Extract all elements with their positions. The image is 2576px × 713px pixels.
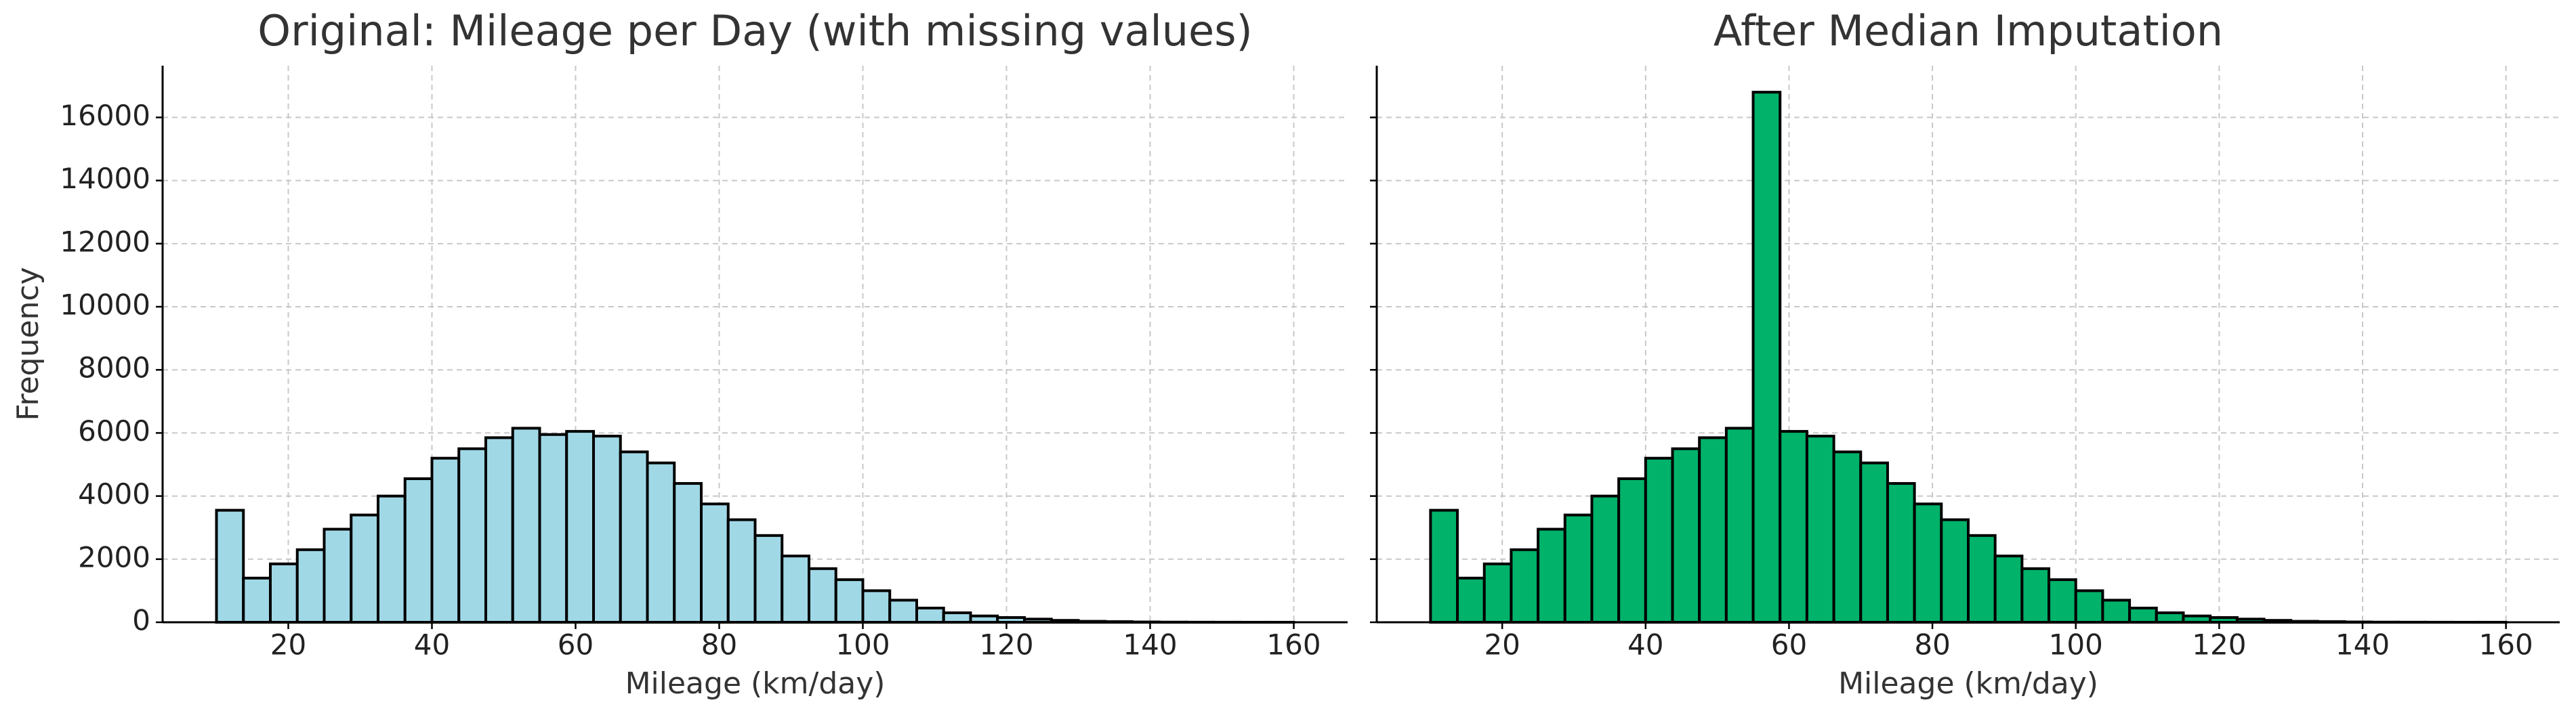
bar — [511, 427, 541, 624]
x-tick-label: 40 — [414, 628, 450, 662]
bar — [1429, 509, 1459, 624]
y-tick-label: 6000 — [78, 414, 150, 448]
bar — [888, 599, 918, 624]
bar — [1913, 502, 1943, 624]
x-tick-label: 100 — [835, 628, 890, 662]
y-axis-label: Frequency — [11, 267, 45, 420]
bar — [2128, 607, 2158, 624]
y-tick-label: 16000 — [60, 99, 150, 132]
bar — [2074, 589, 2104, 624]
bar — [1859, 461, 1889, 624]
bar — [403, 477, 434, 624]
bar — [457, 447, 487, 624]
x-tick-label: 60 — [1771, 628, 1807, 662]
bar — [1751, 91, 1782, 624]
bar — [1590, 494, 1621, 624]
y-tick-label: 12000 — [60, 225, 150, 258]
bar — [1456, 576, 1486, 624]
bar — [1967, 534, 1997, 624]
x-tick-label: 140 — [1123, 628, 1177, 662]
bar — [942, 611, 972, 624]
y-tick-label: 0 — [132, 604, 150, 637]
bar — [1886, 481, 1916, 624]
bar — [700, 502, 730, 624]
bar — [1671, 447, 1701, 624]
bar — [430, 456, 461, 624]
bar — [834, 578, 865, 624]
x-tick-label: 80 — [1914, 628, 1950, 662]
bar — [861, 589, 892, 624]
bar — [592, 435, 622, 624]
x-tick-label: 80 — [701, 628, 737, 662]
bar — [808, 567, 837, 624]
bar — [242, 576, 272, 624]
chart-title: Original: Mileage per Day (with missing … — [257, 6, 1252, 56]
bar — [753, 534, 784, 624]
bar — [484, 436, 514, 624]
bar — [646, 461, 676, 624]
bar — [915, 607, 945, 624]
bar — [1537, 527, 1566, 624]
bar — [269, 562, 299, 624]
x-axis-label: Mileage (km/day) — [1838, 666, 2098, 701]
x-tick-label: 120 — [2192, 628, 2246, 662]
bar — [2048, 578, 2077, 624]
bar — [1724, 427, 1755, 624]
bar — [1510, 548, 1540, 624]
bar — [1805, 435, 1835, 624]
x-axis-label: Mileage (km/day) — [625, 666, 886, 701]
bar — [1617, 477, 1647, 624]
x-tick-label: 100 — [2049, 628, 2103, 662]
y-tick-label: 10000 — [60, 288, 150, 322]
bar — [1993, 555, 2024, 624]
bar — [1482, 562, 1513, 624]
bar — [1698, 436, 1728, 624]
bar — [726, 518, 757, 624]
x-tick-label: 20 — [1484, 628, 1520, 662]
x-tick-label: 20 — [270, 628, 306, 662]
x-tick-label: 160 — [1266, 628, 1321, 662]
x-tick-label: 120 — [979, 628, 1033, 662]
y-tick-label: 2000 — [78, 540, 150, 574]
y-tick-label: 4000 — [78, 477, 150, 511]
bar — [323, 527, 353, 624]
bar — [1779, 430, 1808, 624]
x-tick-label: 140 — [2335, 628, 2390, 662]
bar — [1563, 513, 1594, 624]
bar — [2155, 611, 2185, 624]
bar — [1644, 456, 1674, 624]
bar — [295, 548, 326, 624]
bar — [538, 433, 568, 624]
bar — [619, 450, 649, 624]
bar — [2020, 567, 2051, 624]
bar — [215, 509, 245, 624]
bar — [350, 513, 379, 624]
bar — [781, 555, 810, 624]
bar — [565, 430, 595, 624]
x-tick-label: 40 — [1627, 628, 1663, 662]
x-tick-label: 160 — [2479, 628, 2533, 662]
y-tick-label: 14000 — [60, 162, 150, 195]
y-tick-label: 8000 — [78, 351, 150, 385]
bar — [673, 481, 703, 624]
bar — [2101, 599, 2132, 624]
chart-title: After Median Imputation — [1713, 6, 2223, 56]
bar — [377, 494, 407, 624]
bar — [1940, 518, 1970, 624]
bar — [1832, 450, 1863, 624]
x-tick-label: 60 — [558, 628, 594, 662]
